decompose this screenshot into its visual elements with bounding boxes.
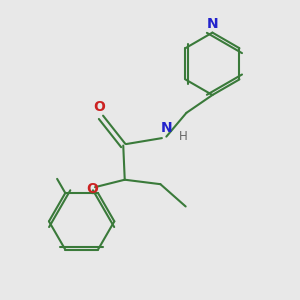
Text: N: N xyxy=(160,121,172,135)
Text: N: N xyxy=(207,17,218,31)
Text: O: O xyxy=(86,182,98,196)
Text: O: O xyxy=(94,100,105,114)
Text: H: H xyxy=(179,130,188,143)
